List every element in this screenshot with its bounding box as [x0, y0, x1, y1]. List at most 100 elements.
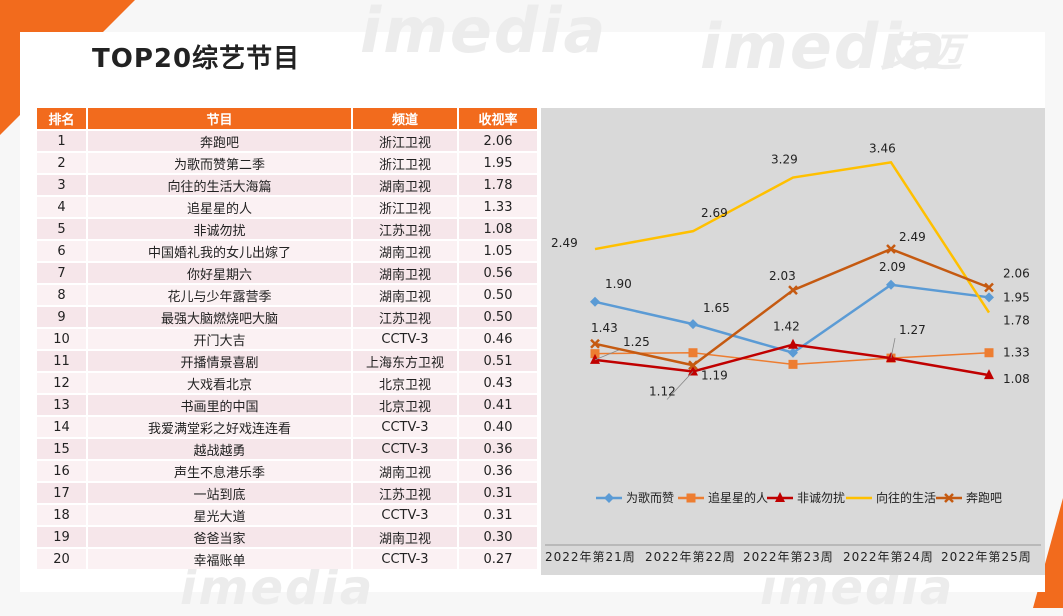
data-point [590, 338, 600, 349]
data-point [886, 279, 896, 290]
data-point [886, 244, 896, 254]
program-cell: 我爱满堂彩之好戏连连看 [88, 415, 353, 437]
rank-cell: 6 [37, 239, 88, 261]
legend-label: 奔跑吧 [966, 491, 1002, 505]
legend-label: 为歌而赞 [626, 490, 674, 505]
data-label: 1.08 [1003, 372, 1030, 386]
rating-cell: 0.46 [459, 327, 539, 349]
table-row: 17 一站到底 江苏卫视 0.31 [37, 481, 539, 503]
table-row: 2 为歌而赞第二季 浙江卫视 1.95 [37, 151, 539, 173]
channel-cell: 浙江卫视 [353, 151, 459, 173]
channel-cell: CCTV-3 [353, 547, 459, 569]
rank-cell: 12 [37, 371, 88, 393]
data-label: 2.49 [899, 230, 926, 244]
channel-cell: CCTV-3 [353, 437, 459, 459]
program-cell: 奔跑吧 [88, 129, 353, 151]
legend-marker [604, 493, 614, 503]
data-point [688, 360, 698, 371]
table-body: 1 奔跑吧 浙江卫视 2.06 2 为歌而赞第二季 浙江卫视 1.95 3 向往的生活大海篇 湖南卫… [37, 129, 539, 569]
program-cell: 追星星的人 [88, 195, 353, 217]
channel-cell: 江苏卫视 [353, 217, 459, 239]
program-cell: 一站到底 [88, 481, 353, 503]
rank-cell: 1 [37, 129, 88, 151]
rating-cell: 0.51 [459, 349, 539, 371]
channel-cell: CCTV-3 [353, 327, 459, 349]
data-point [590, 353, 600, 364]
watermark: imedia [360, 0, 608, 67]
rating-cell: 0.30 [459, 525, 539, 547]
table-row: 9 最强大脑燃烧吧大脑 江苏卫视 0.50 [37, 305, 539, 327]
program-cell: 越战越勇 [88, 437, 353, 459]
program-cell: 书画里的中国 [88, 393, 353, 415]
channel-cell: 湖南卫视 [353, 261, 459, 283]
header-program: 节目 [88, 108, 353, 129]
data-point [688, 319, 698, 330]
header-rank: 排名 [37, 108, 88, 129]
data-point [788, 338, 798, 349]
table-row: 8 花儿与少年露营季 湖南卫视 0.50 [37, 283, 539, 305]
legend-marker [775, 492, 785, 502]
data-label: 1.43 [591, 321, 618, 335]
rating-cell: 0.31 [459, 481, 539, 503]
program-cell: 开播情景喜剧 [88, 349, 353, 371]
data-point [688, 348, 698, 358]
data-label: 3.29 [771, 153, 798, 167]
rank-cell: 8 [37, 283, 88, 305]
program-cell: 星光大道 [88, 503, 353, 525]
table-row: 7 你好星期六 湖南卫视 0.56 [37, 261, 539, 283]
data-label: 1.19 [701, 368, 728, 382]
rank-cell: 15 [37, 437, 88, 459]
rating-cell: 0.27 [459, 547, 539, 569]
rating-cell: 1.78 [459, 173, 539, 195]
data-point [788, 359, 798, 369]
data-label: 1.65 [703, 301, 730, 315]
program-cell: 你好星期六 [88, 261, 353, 283]
table-row: 18 星光大道 CCTV-3 0.31 [37, 503, 539, 525]
table-row: 20 幸福账单 CCTV-3 0.27 [37, 547, 539, 569]
data-label: 1.12 [649, 385, 676, 399]
rank-cell: 16 [37, 459, 88, 481]
rank-cell: 5 [37, 217, 88, 239]
table-row: 12 大戏看北京 北京卫视 0.43 [37, 371, 539, 393]
rating-cell: 0.36 [459, 437, 539, 459]
data-point [688, 365, 698, 376]
header-channel: 频道 [353, 108, 459, 129]
rating-cell: 1.08 [459, 217, 539, 239]
table-row: 16 声生不息港乐季 湖南卫视 0.36 [37, 459, 539, 481]
channel-cell: 北京卫视 [353, 393, 459, 415]
table-row: 6 中国婚礼我的女儿出嫁了 湖南卫视 1.05 [37, 239, 539, 261]
rating-cell: 0.41 [459, 393, 539, 415]
data-label: 1.33 [1003, 346, 1030, 360]
program-cell: 开门大吉 [88, 327, 353, 349]
data-point [984, 292, 994, 303]
table-header-row: 排名 节目 频道 收视率 [37, 108, 539, 129]
legend-label: 向往的生活 [876, 490, 936, 505]
rank-cell: 7 [37, 261, 88, 283]
data-point [590, 296, 600, 307]
rank-cell: 14 [37, 415, 88, 437]
data-point [788, 285, 798, 296]
data-label: 2.06 [1003, 266, 1030, 280]
rating-cell: 0.43 [459, 371, 539, 393]
rating-cell: 0.56 [459, 261, 539, 283]
rank-cell: 20 [37, 547, 88, 569]
data-label: 1.42 [773, 320, 800, 334]
rank-cell: 10 [37, 327, 88, 349]
channel-cell: 湖南卫视 [353, 239, 459, 261]
table-row: 4 追星星的人 浙江卫视 1.33 [37, 195, 539, 217]
program-cell: 为歌而赞第二季 [88, 151, 353, 173]
program-cell: 幸福账单 [88, 547, 353, 569]
data-label: 1.90 [605, 277, 632, 291]
x-tick-label: 2022年第23周 [743, 550, 834, 564]
table-row: 3 向往的生活大海篇 湖南卫视 1.78 [37, 173, 539, 195]
table-row: 15 越战越勇 CCTV-3 0.36 [37, 437, 539, 459]
rank-cell: 17 [37, 481, 88, 503]
data-label: 2.09 [879, 260, 906, 274]
x-tick-label: 2022年第25周 [941, 550, 1032, 564]
table-row: 14 我爱满堂彩之好戏连连看 CCTV-3 0.40 [37, 415, 539, 437]
channel-cell: 湖南卫视 [353, 173, 459, 195]
rating-cell: 1.33 [459, 195, 539, 217]
chart-svg: 1.90 1.65 2.09 1.95 1.33 1.25 1.12 1.42 1.27 1.08… [545, 141, 1041, 564]
data-label: 2.69 [701, 206, 728, 220]
line-chart: 1.90 1.65 2.09 1.95 1.33 1.25 1.12 1.42 1.27 1.08… [541, 108, 1045, 575]
